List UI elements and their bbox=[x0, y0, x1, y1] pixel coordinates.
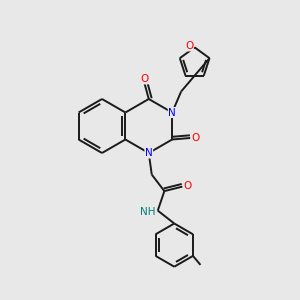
Text: O: O bbox=[140, 74, 148, 84]
Text: O: O bbox=[185, 41, 194, 51]
Text: O: O bbox=[184, 181, 192, 191]
Text: N: N bbox=[168, 107, 176, 118]
Text: O: O bbox=[191, 133, 200, 143]
Text: N: N bbox=[145, 148, 153, 158]
Text: NH: NH bbox=[140, 207, 155, 217]
